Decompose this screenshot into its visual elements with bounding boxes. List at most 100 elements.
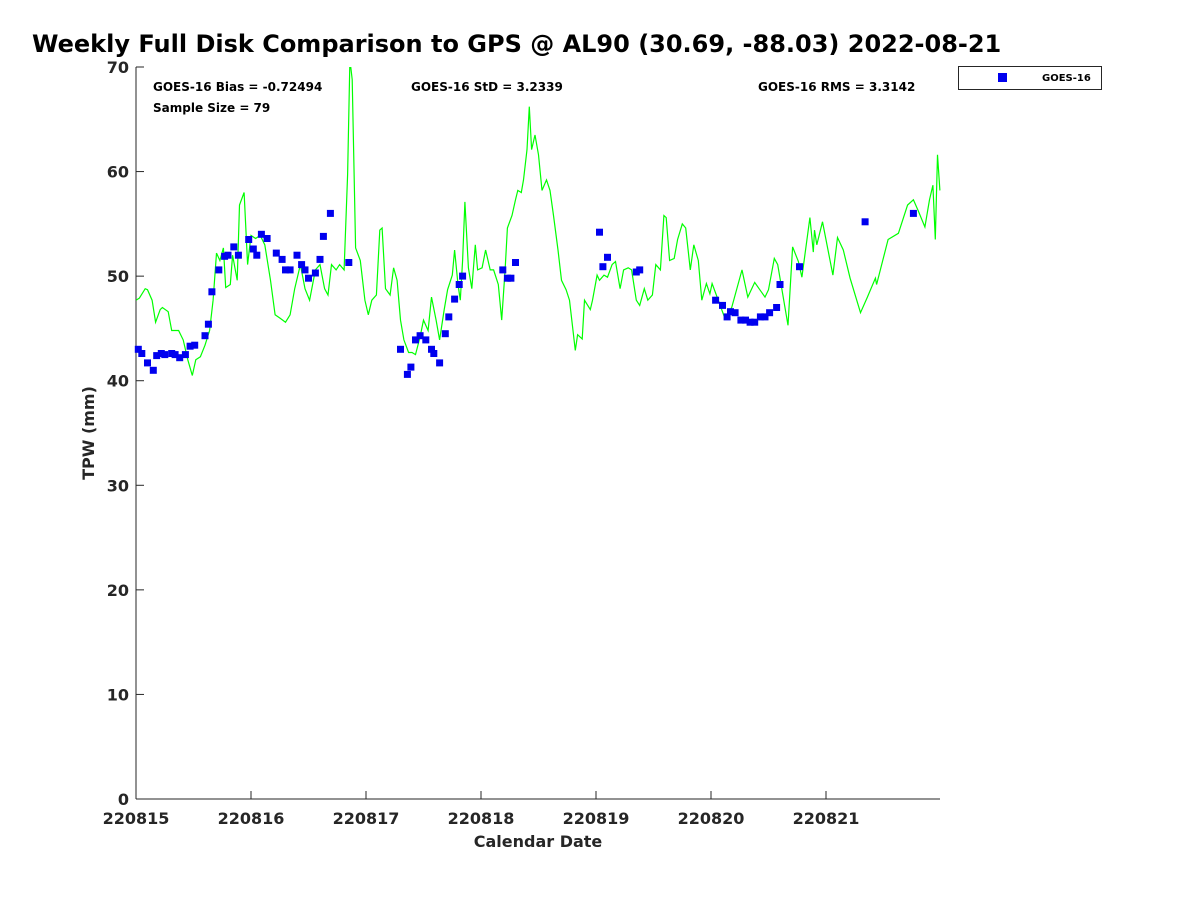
goes16-point <box>712 296 720 304</box>
goes16-point <box>507 274 515 282</box>
std-annotation: GOES-16 StD = 3.2339 <box>411 80 563 94</box>
goes16-point <box>253 251 261 259</box>
legend-marker-goes16 <box>998 73 1007 82</box>
goes16-point <box>286 266 294 274</box>
y-axis-label: TPW (mm) <box>79 386 98 480</box>
goes16-point <box>751 318 759 326</box>
goes16-point <box>153 352 161 360</box>
goes16-point <box>596 228 603 236</box>
goes16-point <box>746 318 754 326</box>
goes16-point <box>723 313 731 321</box>
x-tick-label: 220820 <box>678 809 745 828</box>
y-tick-label: 0 <box>118 790 129 809</box>
goes16-point <box>144 359 151 367</box>
goes16-point <box>282 266 289 274</box>
goes16-point <box>455 281 463 288</box>
goes16-point <box>512 259 519 266</box>
goes16-point <box>249 245 257 253</box>
goes16-point <box>215 266 223 274</box>
goes16-point <box>436 359 444 367</box>
goes16-point <box>134 345 142 353</box>
goes16-point <box>305 274 312 282</box>
goes16-point <box>208 288 216 296</box>
goes16-point <box>301 266 309 274</box>
goes16-point <box>909 209 917 217</box>
goes16-point <box>796 263 803 271</box>
goes16-point <box>737 316 745 324</box>
goes16-point <box>230 243 238 251</box>
goes16-point <box>727 308 734 316</box>
goes16-point <box>263 235 271 242</box>
goes16-point <box>604 253 611 261</box>
y-tick-label: 50 <box>107 267 129 286</box>
chart-title: Weekly Full Disk Comparison to GPS @ AL9… <box>32 30 1002 58</box>
goes16-point <box>224 251 232 259</box>
goes16-point <box>636 266 644 274</box>
y-tick-label: 10 <box>107 685 129 704</box>
y-tick-label: 60 <box>107 163 129 182</box>
x-tick-label: 220816 <box>218 809 285 828</box>
y-tick-label: 40 <box>107 372 129 391</box>
goes16-point <box>186 342 194 350</box>
goes16-point <box>176 354 184 362</box>
y-tick-label: 70 <box>107 58 129 77</box>
goes16-point <box>416 332 424 340</box>
goes16-point <box>257 230 265 238</box>
goes16-point <box>428 345 435 353</box>
legend-label-goes16: GOES-16 <box>1042 73 1091 84</box>
goes16-point <box>278 255 286 263</box>
goes16-point <box>201 332 209 340</box>
goes16-point <box>776 281 784 288</box>
goes16-point <box>756 313 764 321</box>
goes16-point <box>441 330 449 338</box>
goes16-point <box>719 301 726 309</box>
goes16-point <box>293 251 301 259</box>
goes16-point <box>161 351 169 359</box>
goes16-point <box>316 255 324 263</box>
y-tick-label: 30 <box>107 476 129 495</box>
goes16-point <box>204 320 212 328</box>
goes16-point <box>766 309 774 317</box>
goes16-point <box>761 313 769 321</box>
goes16-point <box>422 336 430 344</box>
goes16-point <box>345 259 353 266</box>
goes16-point <box>326 209 334 217</box>
goes16-point <box>773 304 781 311</box>
goes16-point <box>459 272 467 280</box>
y-tick-label: 20 <box>107 581 129 600</box>
goes16-point <box>234 251 242 259</box>
goes16-point <box>445 313 453 321</box>
x-tick-label: 220815 <box>103 809 170 828</box>
goes16-point <box>451 295 459 303</box>
x-axis-label: Calendar Date <box>474 832 603 851</box>
goes16-point <box>861 218 869 226</box>
x-tick-label: 220817 <box>333 809 400 828</box>
bias-annotation: GOES-16 Bias = -0.72494 <box>153 80 322 94</box>
goes16-point <box>311 269 319 277</box>
goes16-point <box>138 350 146 357</box>
goes16-point <box>272 249 280 257</box>
goes16-point <box>499 266 507 274</box>
goes16-point <box>412 336 419 344</box>
goes16-point <box>149 366 157 374</box>
goes16-point <box>191 341 199 349</box>
x-tick-label: 220818 <box>448 809 515 828</box>
goes16-point <box>298 261 306 269</box>
legend: GOES-16 <box>958 66 1102 90</box>
goes16-point <box>742 316 749 324</box>
sample-size-annotation: Sample Size = 79 <box>153 101 270 115</box>
goes16-point <box>245 236 253 243</box>
goes16-point <box>181 351 189 359</box>
goes16-point <box>599 263 607 271</box>
x-tick-label: 220821 <box>793 809 860 828</box>
goes16-point <box>171 351 179 359</box>
goes16-point <box>403 370 411 378</box>
goes16-point <box>397 345 404 353</box>
goes16-point <box>319 232 327 240</box>
goes16-point <box>430 350 438 357</box>
goes16-point <box>407 363 415 371</box>
goes16-point <box>731 309 739 317</box>
rms-annotation: GOES-16 RMS = 3.3142 <box>758 80 915 94</box>
x-tick-label: 220819 <box>563 809 630 828</box>
